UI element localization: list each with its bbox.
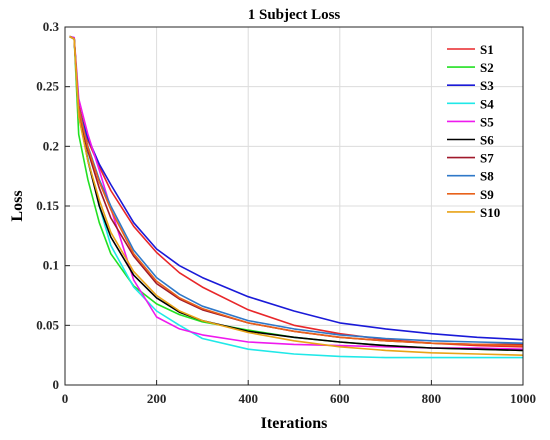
series-line-s7 <box>69 35 523 346</box>
legend-label-s6: S6 <box>480 133 494 148</box>
x-axis-label: Iterations <box>261 415 328 432</box>
x-tick-label: 400 <box>238 391 258 406</box>
y-tick-label: 0.3 <box>43 19 60 34</box>
y-tick-label: 0.2 <box>43 138 59 153</box>
axis-ticks: 0 200 400 600 800 1000 0 0.05 0.1 0.15 0.2 0.25 0.3 <box>36 19 536 406</box>
series-line-s10 <box>69 35 524 356</box>
legend-label-s8: S8 <box>480 169 494 184</box>
x-tick-label: 200 <box>147 391 167 406</box>
legend-label-s2: S2 <box>480 60 494 75</box>
legend-label-s1: S1 <box>480 42 494 57</box>
legend-label-s4: S4 <box>480 96 494 111</box>
x-tick-label: 600 <box>330 391 350 406</box>
series-line-s8 <box>69 35 524 344</box>
legend-label-s10: S10 <box>480 205 500 220</box>
chart-title: 1 Subject Loss <box>248 7 341 23</box>
series-line-s5 <box>69 35 524 350</box>
series-line-s3 <box>69 35 524 341</box>
y-tick-label: 0.05 <box>36 317 59 332</box>
y-axis-label: Loss <box>9 190 26 221</box>
legend-label-s7: S7 <box>480 151 494 166</box>
legend-label-s3: S3 <box>480 78 494 93</box>
x-tick-label: 800 <box>422 391 442 406</box>
legend-label-s9: S9 <box>480 187 494 202</box>
y-tick-label: 0.25 <box>36 79 59 94</box>
series-layer <box>69 35 524 359</box>
series-line-s1 <box>69 35 524 348</box>
series-line-s9 <box>69 35 524 347</box>
x-tick-label: 1000 <box>510 391 536 406</box>
y-tick-label: 0.15 <box>36 198 59 213</box>
legend-label-s5: S5 <box>480 114 494 129</box>
legend: S1 S2 S3 S4 S5 S6 S7 S8 S9 S10 <box>447 42 500 220</box>
y-tick-label: 0 <box>53 377 60 392</box>
y-tick-label: 0.1 <box>43 258 59 273</box>
x-tick-label: 0 <box>62 391 69 406</box>
